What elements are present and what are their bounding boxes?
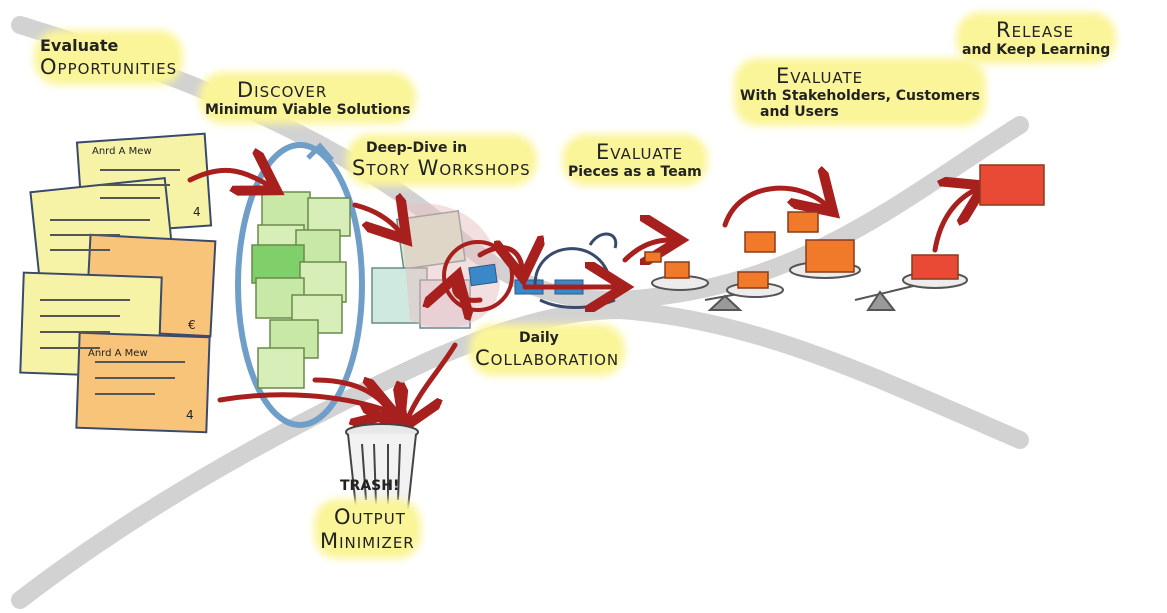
card-title: Anrd A Mew — [92, 146, 152, 157]
story-workshops-label: Deep-Dive in Story Workshops — [352, 140, 531, 180]
loop-arrowhead — [306, 142, 334, 162]
evaluate-opportunities-line2: Opportunities — [40, 55, 178, 79]
daily-collaboration-line1: Daily — [519, 330, 559, 346]
release-title: Release — [996, 18, 1075, 42]
evaluate-stakeholders-line1: With Stakeholders, Customers — [740, 88, 980, 104]
story-workshops-line2: Story Workshops — [352, 156, 531, 180]
trash-can — [345, 423, 419, 509]
daily-collaboration-label: Daily Collaboration — [475, 330, 620, 370]
sticky-notes — [251, 191, 351, 389]
opportunity-cards — [19, 132, 217, 434]
evaluate-stakeholders-label: Evaluate With Stakeholders, Customers an… — [740, 64, 980, 120]
story-workshops-line1: Deep-Dive in — [366, 140, 468, 156]
discover-subtitle: Minimum Viable Solutions — [205, 102, 411, 118]
flow-arrows — [187, 170, 975, 420]
release-label: Release and Keep Learning — [962, 18, 1111, 58]
evaluate-team-title: Evaluate — [596, 140, 684, 164]
output-minimizer-line2: Minimizer — [320, 529, 415, 553]
opportunity-card — [75, 331, 211, 434]
evaluate-team-subtitle: Pieces as a Team — [568, 164, 702, 180]
evaluate-stakeholders-line2: and Users — [760, 104, 839, 120]
release-subtitle: and Keep Learning — [962, 42, 1111, 58]
evaluate-opportunities-label: Evaluate Opportunities — [40, 36, 178, 79]
daily-collaboration-line2: Collaboration — [475, 346, 620, 370]
card-number: 4 — [193, 205, 201, 219]
output-minimizer-label: Output Minimizer — [320, 505, 415, 553]
evaluate-team-label: Evaluate Pieces as a Team — [568, 140, 702, 180]
discover-loop — [235, 142, 365, 428]
output-minimizer-line1: Output — [334, 505, 406, 529]
card-title: Anrd A Mew — [88, 348, 148, 359]
discover-title: Discover — [237, 78, 328, 102]
card-euro: € — [188, 318, 196, 332]
trash-label: TRASH! — [340, 478, 400, 494]
card-number: 4 — [186, 408, 194, 422]
discover-label: Discover Minimum Viable Solutions — [205, 78, 411, 118]
evaluate-stakeholders-title: Evaluate — [776, 64, 864, 88]
evaluate-opportunities-line1: Evaluate — [40, 36, 119, 55]
lego-bricks — [644, 164, 1045, 289]
